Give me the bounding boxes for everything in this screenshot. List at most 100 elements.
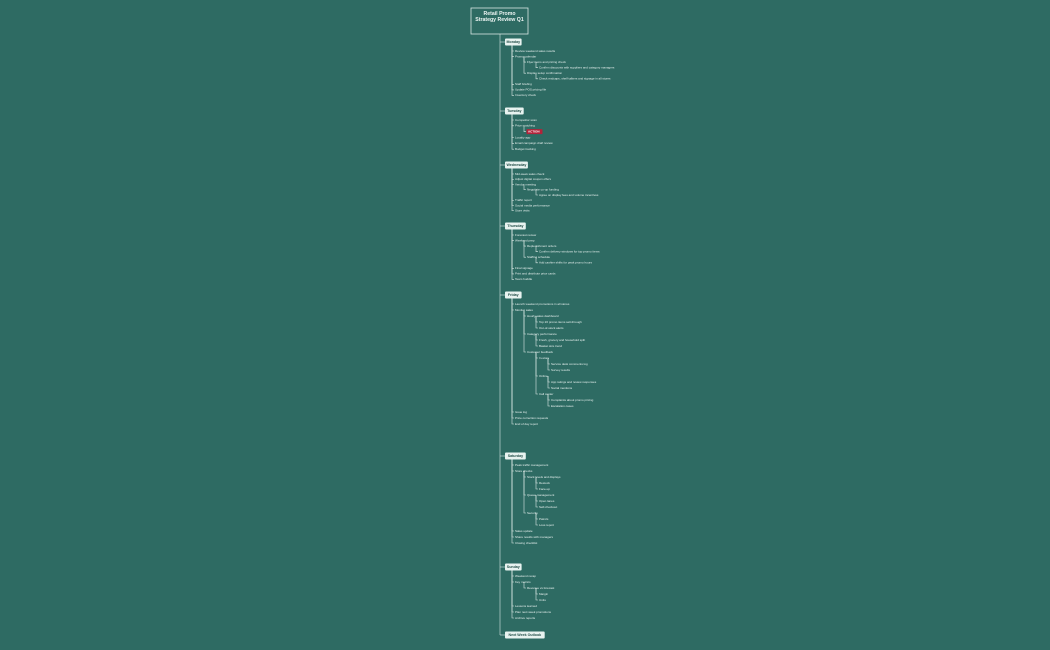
item-label: Team huddle [515,277,533,281]
connector [535,257,538,264]
item-label: Stock levels and displays [527,475,561,479]
item-label: Display setup confirmation [527,71,563,75]
connector [535,246,538,252]
item-label: Weekend prep [515,238,535,242]
connector [511,298,514,425]
item-label: Price correction requests [515,416,549,420]
item-label: ACTION [528,129,540,133]
connector [547,358,550,371]
connector [535,73,538,80]
item-label: Hourly sales dashboard [527,314,559,318]
connector [523,582,526,589]
item-label: Margin [539,592,549,596]
item-label: Service desk comments log [551,362,588,366]
item-label: Update POS pricing file [515,88,547,92]
item-label: Plan next week promotions [515,610,552,614]
item-label: Launch weekend promotions in all stores [515,302,570,306]
item-label: Queue management [527,493,555,497]
item-label: Price matching [515,124,535,128]
item-label: Staff briefing [515,82,532,86]
section-box [505,161,528,169]
connector [511,229,514,280]
item-label: Issue log [515,410,527,414]
root: Retail Promo Strategy Review Q1 [475,10,524,24]
item-label: End of day report [515,422,538,426]
item-label: Forecast review [515,233,537,237]
item-label: Add cashier shifts for peak promo hours [539,261,593,265]
item-label: Email campaign draft review [515,141,554,145]
item-label: Loyalty app [515,135,531,139]
section-label: Next Week Outlook [509,633,542,637]
connector [511,459,514,544]
item-label: Confirm delivery windows for top promo i… [539,249,600,253]
item-label: Budget tracking [515,147,536,151]
connector [535,495,538,508]
item-label: Archive reports [515,616,536,620]
connector [535,588,538,601]
item-label: Monitor sales [515,308,533,312]
item-label: Closing checklist [515,541,538,545]
item-label: Flyer items and pricing check [527,60,566,64]
item-label: Patrols [539,517,549,521]
item-label: Top 20 promo items sell-through [539,320,582,324]
section-box [505,38,522,46]
item-label: Inventory check [515,93,537,97]
item-label: Traffic report [515,198,532,202]
connector [523,240,526,258]
item-label: Sales update [515,529,533,533]
connector [511,45,514,96]
section-box [505,222,526,230]
item-label: Units [539,598,546,602]
item-label: Out-of-stock alerts [539,326,564,330]
item-label: Final signage [515,266,533,270]
item-label: Loss report [539,523,554,527]
section-box [505,631,545,639]
item-label: App ratings and review responses [551,380,597,384]
item-label: Escalation cases [551,404,574,408]
section-box [505,563,522,571]
section-label: Tuesday [507,109,521,113]
highlight-box [526,129,543,135]
root-title: Retail Promo Strategy Review Q1 [475,10,524,24]
item-label: Promo calendar [515,54,536,58]
item-label: Category performance [527,332,557,336]
item-label: Self-checkout [539,505,557,509]
connector [523,184,526,191]
connector [535,334,538,347]
item-label: Share results with managers [515,535,554,539]
connector [535,189,538,196]
item-label: In-store [539,356,550,360]
connector [523,125,526,132]
section-box [505,291,522,299]
item-label: Complaints about promo pricing [551,398,594,402]
item-label: Confirm discounts with suppliers and cat… [539,65,615,69]
item-label: Call center [539,392,553,396]
connector [535,352,538,395]
item-label: Store visits [515,209,530,213]
section-box [505,107,524,115]
connector [547,376,550,389]
connector [547,394,550,407]
connector [523,56,526,74]
item-label: Lessons learned [515,604,537,608]
connector [511,114,514,150]
item-label: Mid-week sales check [515,172,545,176]
item-label: Replenishment orders [527,244,557,248]
item-label: Check endcaps, shelf talkers and signage… [539,77,611,81]
section-label: Friday [508,293,519,297]
item-label: Survey results [551,368,571,372]
item-label: Adjust digital coupon offers [515,177,551,181]
item-label: Basket size trend [539,344,562,348]
root-box [470,7,529,35]
connector [535,62,538,68]
connector [523,310,526,353]
item-label: Peak traffic management [515,463,548,467]
section-label: Thursday [507,224,523,228]
section-label: Monday [507,40,521,44]
item-label: Restock [539,481,550,485]
item-label: Security [527,511,538,515]
item-label: Online [539,374,548,378]
section-label: Saturday [508,454,523,458]
item-label: Customer feedback [527,350,554,354]
